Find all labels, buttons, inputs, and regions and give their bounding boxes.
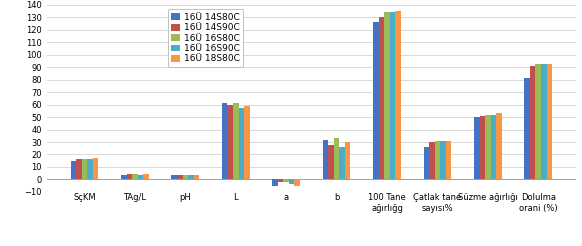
Bar — [424, 147, 429, 179]
Bar — [127, 174, 132, 179]
Bar — [289, 179, 294, 184]
Bar — [524, 78, 530, 179]
Bar — [76, 159, 81, 179]
Bar — [172, 175, 177, 179]
Bar — [138, 175, 143, 179]
Bar — [440, 141, 446, 179]
Bar — [278, 179, 283, 182]
Bar — [535, 63, 541, 179]
Bar — [244, 106, 250, 179]
Bar — [345, 142, 350, 179]
Bar — [239, 108, 244, 179]
Bar — [272, 179, 278, 186]
Bar — [334, 138, 339, 179]
Bar — [491, 115, 496, 179]
Bar — [188, 175, 194, 179]
Bar — [546, 63, 552, 179]
Bar — [87, 159, 93, 179]
Bar — [70, 161, 76, 179]
Bar — [390, 12, 395, 179]
Bar — [328, 144, 334, 179]
Bar — [474, 117, 480, 179]
Bar — [446, 141, 451, 179]
Bar — [121, 175, 127, 179]
Bar — [384, 12, 390, 179]
Bar — [228, 105, 233, 179]
Bar — [222, 103, 228, 179]
Bar — [480, 116, 485, 179]
Bar — [379, 17, 384, 179]
Legend: 16Ü 14S80C, 16Ü 14S90C, 16Ü 16S80C, 16Ü 16S90C, 16Ü 18S80C: 16Ü 14S80C, 16Ü 14S90C, 16Ü 16S80C, 16Ü … — [168, 9, 243, 67]
Bar — [496, 113, 502, 179]
Bar — [93, 158, 98, 179]
Bar — [183, 175, 188, 179]
Bar — [143, 174, 149, 179]
Bar — [339, 147, 345, 179]
Bar — [541, 63, 546, 179]
Bar — [283, 179, 289, 182]
Bar — [530, 66, 535, 179]
Bar — [322, 139, 328, 179]
Bar — [132, 174, 138, 179]
Bar — [81, 159, 87, 179]
Bar — [429, 142, 435, 179]
Bar — [177, 175, 183, 179]
Bar — [485, 115, 491, 179]
Bar — [194, 175, 199, 179]
Bar — [294, 179, 300, 186]
Bar — [435, 141, 440, 179]
Bar — [233, 103, 239, 179]
Bar — [395, 11, 401, 179]
Bar — [373, 22, 379, 179]
